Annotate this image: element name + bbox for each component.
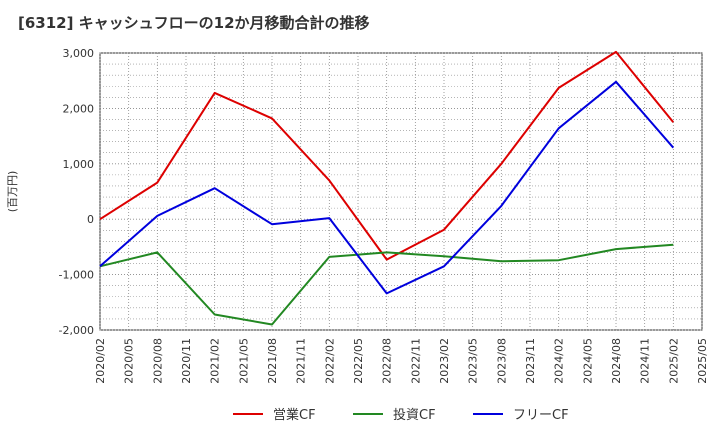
y-tick-label: 1,000	[63, 158, 95, 171]
x-tick-label: 2021/05	[237, 338, 250, 384]
x-tick-label: 2020/08	[151, 338, 164, 384]
legend-label: 営業CF	[273, 407, 316, 423]
legend-label: 投資CF	[393, 407, 436, 423]
y-tick-label: 3,000	[63, 47, 95, 60]
x-tick-label: 2024/08	[610, 338, 623, 384]
x-tick-label: 2024/11	[639, 338, 652, 384]
x-tick-label: 2022/02	[323, 338, 336, 384]
x-tick-label: 2021/11	[295, 338, 308, 384]
x-tick-label: 2020/05	[123, 338, 136, 384]
x-tick-label: 2023/11	[524, 338, 537, 384]
y-axis-label: (百万円)	[6, 171, 19, 213]
x-tick-label: 2020/11	[180, 338, 193, 384]
legend: 営業CF 投資CF フリーCF	[233, 407, 569, 423]
x-tick-label: 2023/08	[495, 338, 508, 384]
y-tick-label: -2,000	[59, 324, 94, 337]
y-tick-label: 2,000	[63, 102, 95, 115]
series-line	[99, 80, 675, 295]
x-tick-label: 2021/08	[266, 338, 279, 384]
series-lines	[99, 50, 675, 326]
x-tick-label: 2023/05	[467, 338, 480, 384]
x-tick-label: 2022/05	[352, 338, 365, 384]
grid	[99, 52, 703, 331]
y-tick-label: 0	[87, 213, 94, 226]
x-tick-label: 2020/02	[94, 338, 107, 384]
x-tick-label: 2024/02	[553, 338, 566, 384]
legend-label: フリーCF	[513, 408, 569, 423]
y-tick-label: -1,000	[59, 269, 94, 282]
series-line	[99, 50, 675, 261]
x-tick-label: 2022/11	[409, 338, 422, 384]
x-tick-label: 2022/08	[381, 338, 394, 384]
x-tick-label: 2021/02	[209, 338, 222, 384]
axes: 3,000 2,000 1,000 0 -1,000 -2,000 (百万円) 2020/02…	[6, 47, 709, 384]
x-tick-label: 2025/02	[667, 338, 680, 384]
x-tick-label: 2025/05	[696, 338, 709, 384]
x-tick-label: 2023/02	[438, 338, 451, 384]
x-tick-label: 2024/05	[581, 338, 594, 384]
chart-title: [6312] キャッシュフローの12か月移動合計の推移	[18, 14, 370, 32]
series-line	[99, 243, 674, 326]
